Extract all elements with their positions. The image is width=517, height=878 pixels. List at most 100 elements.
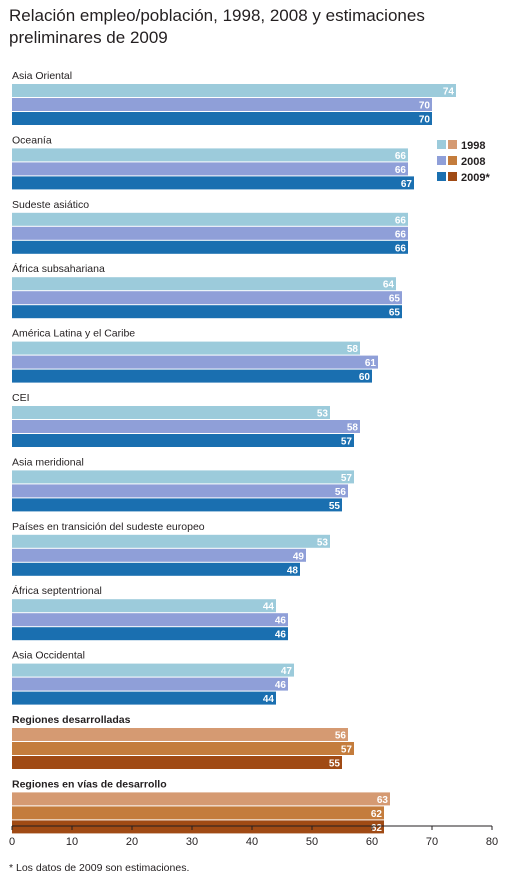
bar bbox=[12, 498, 342, 512]
category-label: África subsahariana bbox=[12, 262, 105, 275]
bar bbox=[12, 406, 330, 419]
bar bbox=[12, 341, 360, 355]
bar-value-label: 60 bbox=[359, 372, 371, 383]
bar bbox=[12, 756, 342, 769]
category-label: CEI bbox=[12, 392, 30, 404]
bar-value-label: 70 bbox=[419, 101, 431, 112]
bar-value-label: 56 bbox=[335, 731, 347, 742]
legend-label: 2009* bbox=[461, 172, 490, 184]
bar-value-label: 46 bbox=[275, 630, 287, 641]
x-tick-label: 20 bbox=[126, 836, 138, 848]
x-tick-label: 10 bbox=[66, 836, 78, 848]
bar-value-label: 55 bbox=[329, 501, 341, 512]
x-tick-label: 50 bbox=[306, 836, 318, 848]
bar-value-label: 66 bbox=[395, 215, 407, 226]
bar bbox=[12, 613, 288, 627]
bar bbox=[12, 470, 354, 484]
legend-label: 2008 bbox=[461, 156, 485, 168]
bar-value-label: 49 bbox=[293, 551, 305, 562]
bar bbox=[12, 434, 354, 447]
bar bbox=[12, 291, 402, 305]
bar-value-label: 65 bbox=[389, 294, 401, 305]
bar-value-label: 61 bbox=[365, 358, 377, 369]
bar-value-label: 53 bbox=[317, 537, 329, 548]
bar bbox=[12, 534, 330, 548]
legend-swatch-highlight bbox=[448, 140, 457, 149]
bar bbox=[12, 627, 288, 641]
bar bbox=[12, 112, 432, 125]
category-label: Asia Occidental bbox=[12, 650, 85, 662]
bar-value-label: 66 bbox=[395, 243, 407, 254]
legend-swatch-regular bbox=[437, 172, 446, 181]
bar bbox=[12, 98, 432, 111]
bar bbox=[12, 369, 372, 383]
bar-value-label: 57 bbox=[341, 745, 353, 756]
bar-value-label: 62 bbox=[371, 809, 383, 820]
bar-value-label: 56 bbox=[335, 487, 347, 498]
bar-value-label: 74 bbox=[443, 87, 455, 98]
bar bbox=[12, 806, 384, 820]
bar-value-label: 57 bbox=[341, 473, 353, 484]
bar-value-label: 66 bbox=[395, 229, 407, 240]
x-tick-label: 40 bbox=[246, 836, 258, 848]
bar-value-label: 64 bbox=[383, 280, 395, 291]
bar-value-label: 62 bbox=[371, 823, 383, 834]
bar-value-label: 55 bbox=[329, 759, 341, 770]
bar-value-label: 47 bbox=[281, 666, 293, 677]
x-tick-label: 80 bbox=[486, 836, 498, 848]
bar bbox=[12, 226, 408, 240]
bar bbox=[12, 599, 276, 613]
category-label: África septentrional bbox=[12, 584, 102, 597]
x-tick-label: 30 bbox=[186, 836, 198, 848]
bar-value-label: 44 bbox=[263, 602, 275, 613]
bar-value-label: 58 bbox=[347, 344, 359, 355]
bar bbox=[12, 548, 306, 562]
bar-value-label: 53 bbox=[317, 409, 329, 420]
bar bbox=[12, 240, 408, 254]
bar-value-label: 65 bbox=[389, 308, 401, 319]
bar bbox=[12, 820, 384, 834]
bar bbox=[12, 742, 354, 755]
category-label: Asia Oriental bbox=[12, 70, 72, 82]
bar-value-label: 66 bbox=[395, 165, 407, 176]
bar bbox=[12, 148, 408, 162]
bar-value-label: 57 bbox=[341, 437, 353, 448]
legend-swatch-highlight bbox=[448, 156, 457, 165]
bar-value-label: 66 bbox=[395, 151, 407, 162]
bar bbox=[12, 792, 390, 806]
category-label: Países en transición del sudeste europeo bbox=[12, 521, 205, 533]
bar-value-label: 46 bbox=[275, 680, 287, 691]
category-label: Oceanía bbox=[12, 134, 52, 146]
bar-value-label: 67 bbox=[401, 179, 413, 190]
bar bbox=[12, 484, 348, 498]
category-label: Regiones desarrolladas bbox=[12, 714, 131, 726]
legend-swatch-highlight bbox=[448, 172, 457, 181]
bar-value-label: 44 bbox=[263, 694, 275, 705]
bar bbox=[12, 562, 300, 576]
bar-value-label: 63 bbox=[377, 795, 389, 806]
legend-swatch-regular bbox=[437, 140, 446, 149]
legend-label: 1998 bbox=[461, 140, 485, 152]
bar bbox=[12, 305, 402, 319]
bar bbox=[12, 420, 360, 433]
x-tick-label: 60 bbox=[366, 836, 378, 848]
x-tick-label: 70 bbox=[426, 836, 438, 848]
bar-value-label: 48 bbox=[287, 565, 299, 576]
category-label: Sudeste asiático bbox=[12, 199, 89, 211]
bar bbox=[12, 176, 414, 190]
bar bbox=[12, 277, 396, 291]
chart-title: Relación empleo/población, 1998, 2008 y … bbox=[9, 6, 425, 47]
category-label: América Latina y el Caribe bbox=[12, 328, 135, 340]
category-label: Regiones en vías de desarrollo bbox=[12, 778, 167, 790]
bar-value-label: 46 bbox=[275, 616, 287, 627]
category-label: Asia meridional bbox=[12, 456, 84, 468]
bar bbox=[12, 212, 408, 226]
bar-value-label: 58 bbox=[347, 423, 359, 434]
bar-value-label: 70 bbox=[419, 115, 431, 126]
bar bbox=[12, 728, 348, 741]
bar bbox=[12, 162, 408, 176]
bar bbox=[12, 84, 456, 97]
bar bbox=[12, 677, 288, 691]
legend-swatch-regular bbox=[437, 156, 446, 165]
